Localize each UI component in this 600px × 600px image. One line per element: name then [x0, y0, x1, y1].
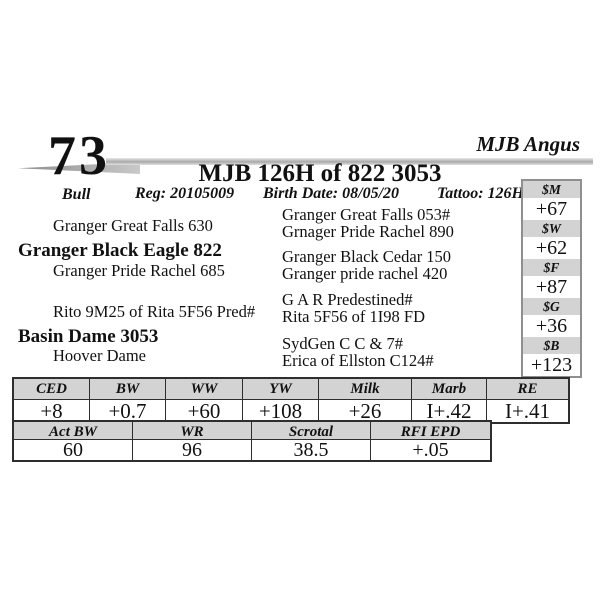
- registration-info: Reg: 20105009: [135, 185, 234, 203]
- performance-column-header: RFI EPD: [371, 422, 490, 440]
- dam-of-dam: Hoover Dame: [53, 346, 147, 365]
- ggp-dam: Rita 5F56 of 1I98 FD: [282, 307, 426, 327]
- epd-column-header: RE: [487, 379, 568, 400]
- ggp-dam: Erica of Ellston C124#: [282, 351, 434, 371]
- ggp-sire: G A R Predestined#: [282, 290, 413, 309]
- dollar-index-value: +123: [530, 354, 573, 376]
- dollar-index-label: $B: [523, 337, 580, 354]
- epd-column-header: Marb: [412, 379, 487, 400]
- performance-value: 60: [14, 440, 133, 460]
- great-grandparent-pair: SydGen C C & 7# Erica of Ellston C124#: [282, 334, 434, 371]
- dollar-index-label: $F: [523, 259, 580, 276]
- tattoo-label: Tattoo:: [437, 185, 484, 202]
- epd-column-header: WW: [166, 379, 243, 400]
- dollar-index-value: +36: [535, 315, 568, 337]
- epd-column-header: CED: [14, 379, 90, 400]
- birth-date-label: Birth Date:: [263, 185, 339, 202]
- performance-column-header: WR: [133, 422, 252, 440]
- ranch-name: MJB Angus: [476, 132, 580, 156]
- dam-of-sire: Granger Pride Rachel 685: [53, 261, 225, 280]
- tattoo-value: 126H: [487, 185, 524, 202]
- epd-column-header: YW: [243, 379, 319, 400]
- performance-table: Act BW WR Scrotal RFI EPD 60 96 38.5 +.0…: [12, 420, 492, 462]
- great-grandparent-pair: G A R Predestined# Rita 5F56 of 1I98 FD: [282, 290, 426, 327]
- birth-date-info: Birth Date: 08/05/20: [263, 185, 399, 203]
- lot-number: 73: [48, 125, 110, 187]
- animal-name: MJB 126H of 822 3053: [198, 160, 442, 187]
- epd-value: +26: [319, 400, 412, 422]
- sire-name: Granger Black Eagle 822: [18, 240, 222, 261]
- performance-value: +.05: [412, 439, 449, 461]
- dollar-index-box: $M +67 $W +62 $F +87 $G +36 $B +123: [521, 179, 582, 378]
- dam-name: Basin Dame 3053: [18, 326, 159, 347]
- sire-of-sire: Granger Great Falls 630: [53, 216, 213, 235]
- ggp-sire: Granger Black Cedar 150: [282, 247, 452, 266]
- epd-value: I+.41: [504, 399, 551, 423]
- epd-value: +8: [14, 400, 90, 422]
- epd-value: +0.7: [90, 400, 166, 422]
- reg-value: 20105009: [170, 185, 235, 202]
- dollar-index-value: +87: [535, 276, 568, 298]
- performance-value: 96: [133, 440, 252, 460]
- dollar-index-value: +67: [535, 198, 568, 220]
- dollar-index-label: $G: [523, 298, 580, 315]
- epd-value: I+.42: [412, 400, 487, 422]
- epd-table: CED BW WW YW Milk Marb RE +8 +0.7 +60 +1…: [12, 377, 570, 424]
- ggp-sire: SydGen C C & 7#: [282, 334, 404, 353]
- dollar-index-value: +62: [535, 237, 568, 259]
- tattoo-info: Tattoo: 126H: [437, 185, 524, 203]
- sire-of-dam: Rito 9M25 of Rita 5F56 Pred#: [53, 302, 256, 321]
- header-rule-band: [106, 158, 593, 165]
- epd-value: +108: [243, 400, 319, 422]
- ggp-sire: Granger Great Falls 053#: [282, 205, 451, 224]
- epd-column-header: BW: [90, 379, 166, 400]
- epd-value: +60: [166, 400, 243, 422]
- ggp-dam: Grnager Pride Rachel 890: [282, 222, 454, 242]
- dollar-index-label: $M: [523, 181, 580, 198]
- performance-value: 38.5: [252, 440, 371, 460]
- reg-label: Reg:: [135, 185, 167, 202]
- birth-date-value: 08/05/20: [342, 185, 400, 202]
- great-grandparent-pair: Granger Black Cedar 150 Granger pride ra…: [282, 247, 452, 284]
- great-grandparent-pair: Granger Great Falls 053# Grnager Pride R…: [282, 205, 454, 242]
- performance-column-header: Scrotal: [252, 422, 371, 440]
- performance-column-header: Act BW: [14, 422, 133, 440]
- ggp-dam: Granger pride rachel 420: [282, 264, 448, 284]
- epd-column-header: Milk: [319, 379, 412, 400]
- lot-category: Bull: [62, 186, 91, 203]
- dollar-index-label: $W: [523, 220, 580, 237]
